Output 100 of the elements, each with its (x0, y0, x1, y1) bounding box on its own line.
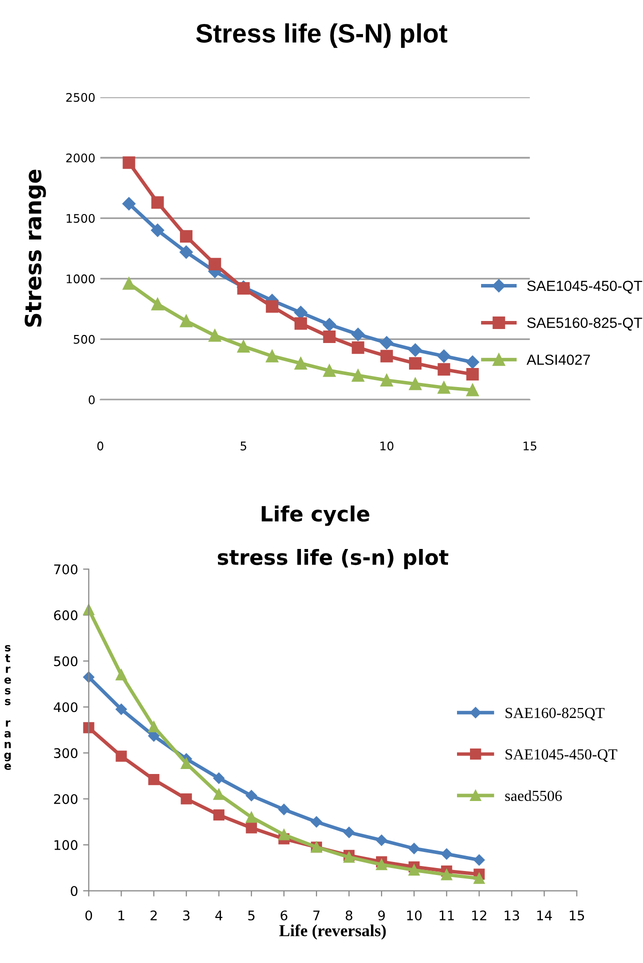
point (151, 196, 164, 209)
point (310, 816, 322, 828)
point (376, 859, 388, 870)
point (122, 197, 136, 210)
y-tick-label: 500 (54, 656, 78, 666)
point (122, 277, 136, 290)
point (83, 722, 94, 734)
x-tick-label: 8 (346, 910, 352, 920)
y-tick-label: 2500 (66, 92, 95, 102)
x-tick-label: 7 (313, 910, 320, 920)
point (148, 774, 160, 786)
point (438, 363, 450, 376)
x-tick-label: 15 (570, 910, 584, 920)
x-tick-label: 11 (440, 910, 454, 920)
legend-label: SAE1045-450-QT (506, 749, 618, 762)
x-tick-label: 14 (537, 910, 552, 920)
point (180, 314, 192, 328)
y-tick-label: 0 (88, 395, 95, 404)
point (151, 298, 164, 310)
point (294, 317, 308, 330)
y-tick-label: 100 (54, 840, 78, 850)
point (438, 381, 450, 394)
chart-title: Stress life (S-N) plot (196, 23, 448, 48)
point (180, 758, 192, 770)
y-tick-label: 1500 (66, 214, 95, 223)
x-tick-label: 6 (280, 910, 288, 920)
x-tick-label: 13 (504, 910, 520, 920)
y-tick-label: 2000 (66, 153, 95, 162)
point (213, 809, 224, 821)
legend-label: SAE1045-450-QT (527, 280, 642, 294)
legend-label: SAE5160-825-QT (527, 318, 642, 331)
y-axis-title: Stress range (24, 170, 46, 327)
point (466, 384, 479, 396)
point (266, 300, 278, 313)
point (408, 842, 420, 854)
x-tick-label: 0 (97, 442, 104, 450)
point (180, 230, 192, 243)
point (352, 341, 364, 354)
x-tick-label: 12 (472, 910, 486, 920)
legend-label: ALSI4027 (526, 354, 590, 365)
point (150, 224, 164, 237)
chart-title: stress life (s-n) plot (218, 548, 448, 570)
x-tick-label: 10 (407, 910, 422, 920)
point (441, 869, 452, 880)
x-tick-label: 15 (524, 442, 536, 450)
point (180, 245, 193, 259)
point (116, 669, 127, 680)
point (237, 340, 250, 353)
point (213, 788, 224, 800)
point (213, 772, 224, 784)
x-axis-title: Life (reversals) (279, 924, 386, 940)
point (294, 357, 308, 370)
point (208, 258, 222, 270)
point (466, 368, 479, 380)
legend-label: saed5506 (505, 790, 562, 802)
y-tick-label: 300 (54, 748, 78, 758)
point (266, 350, 278, 362)
point (408, 864, 420, 876)
y-tick-label: 700 (54, 564, 78, 574)
point (409, 378, 422, 390)
point (322, 318, 336, 332)
x-tick-label: 9 (378, 910, 385, 920)
point (466, 356, 480, 369)
point (437, 350, 451, 363)
x-tick-label: 5 (248, 910, 254, 920)
point (122, 156, 136, 169)
point (441, 848, 452, 860)
x-axis-title: Life cycle (262, 506, 370, 526)
x-tick-label: 5 (240, 442, 246, 450)
y-tick-label: 500 (74, 334, 95, 344)
x-tick-label: 1 (118, 910, 124, 920)
point (208, 329, 222, 342)
legend-label: SAE160-825QT (506, 708, 604, 720)
y-tick-label: 0 (70, 886, 78, 896)
point (116, 704, 127, 715)
point (409, 357, 422, 370)
point (474, 854, 485, 866)
point (380, 350, 393, 362)
point (474, 872, 485, 884)
x-tick-label: 10 (380, 442, 394, 450)
point (278, 829, 290, 840)
point (246, 812, 257, 823)
point (116, 750, 127, 762)
text: stress range (4, 645, 11, 770)
point (148, 721, 160, 732)
y-tick-label: 400 (54, 702, 78, 712)
point (323, 330, 336, 343)
point (408, 343, 422, 357)
x-tick-label: 4 (215, 910, 222, 920)
point (323, 364, 336, 377)
y-tick-label: 200 (54, 794, 78, 804)
point (294, 306, 308, 320)
point (380, 374, 393, 387)
point (352, 369, 364, 382)
point (278, 804, 290, 816)
x-tick-label: 2 (150, 910, 157, 920)
point (246, 822, 257, 834)
y-tick-label: 600 (54, 610, 78, 620)
point (246, 790, 258, 802)
point (343, 826, 355, 838)
